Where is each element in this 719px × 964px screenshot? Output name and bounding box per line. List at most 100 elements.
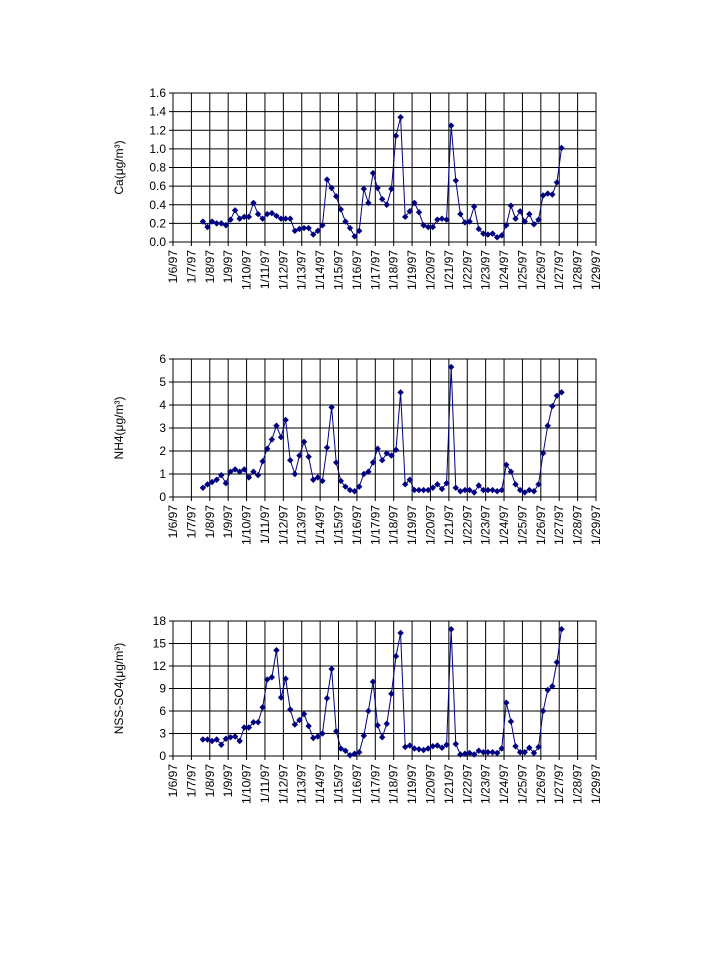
data-point [530, 749, 538, 757]
data-point [401, 481, 409, 488]
data-point [346, 486, 354, 494]
data-point [521, 489, 528, 496]
x-tick-label: 1/9/97 [221, 250, 235, 284]
data-point [227, 216, 234, 223]
x-tick-label: 1/15/97 [332, 505, 346, 545]
data-point [314, 227, 322, 235]
x-tick-label: 1/13/97 [295, 250, 309, 290]
data-point [512, 481, 519, 488]
data-point [277, 215, 285, 222]
data-point [250, 719, 257, 726]
data-point [342, 218, 349, 225]
data-point [291, 470, 299, 478]
data-point [323, 176, 331, 183]
data-point [507, 718, 515, 725]
x-tick-label: 1/14/97 [313, 764, 327, 804]
data-point [282, 675, 289, 682]
y-tick-label: 1.0 [149, 142, 166, 156]
data-point [512, 743, 519, 750]
data-point [296, 452, 303, 459]
y-tick-label: 4 [159, 398, 166, 412]
data-point [553, 179, 561, 186]
data-point [383, 201, 390, 208]
y-tick-label: 0.2 [149, 216, 166, 230]
data-point [452, 740, 459, 748]
data-point [493, 749, 501, 757]
x-tick-label: 1/8/97 [203, 505, 217, 539]
data-point [287, 706, 294, 713]
data-point [231, 207, 239, 214]
data-point [199, 218, 207, 225]
data-point [420, 222, 427, 229]
x-tick-label: 1/17/97 [368, 250, 382, 290]
data-point [365, 199, 372, 207]
plot-border [172, 620, 597, 757]
data-point [319, 730, 326, 737]
data-point [383, 720, 390, 727]
x-tick-label: 1/11/97 [258, 764, 272, 803]
data-point [512, 215, 519, 222]
data-point [549, 402, 556, 410]
x-tick-label: 1/18/97 [387, 764, 401, 804]
data-point [397, 629, 404, 637]
data-point [503, 699, 510, 706]
data-point [438, 744, 446, 751]
data-point [498, 232, 505, 239]
x-tick-label: 1/19/97 [405, 505, 419, 545]
data-point [480, 749, 487, 756]
x-tick-label: 1/17/97 [368, 505, 382, 545]
data-point [273, 212, 280, 220]
data-point [470, 751, 478, 758]
data-point [300, 438, 308, 445]
data-point [245, 213, 253, 221]
y-tick-label: 18 [153, 614, 167, 628]
x-tick-label: 1/21/97 [442, 250, 456, 290]
data-point [466, 218, 473, 225]
x-tick-label: 1/14/97 [313, 505, 327, 545]
data-point [452, 484, 459, 491]
data-point [544, 190, 551, 197]
x-tick-label: 1/28/97 [571, 505, 585, 545]
data-point [434, 742, 441, 749]
data-point [457, 210, 464, 218]
data-point [213, 220, 220, 227]
y-tick-label: 0.0 [149, 235, 166, 249]
data-point [392, 653, 400, 660]
data-point [452, 177, 459, 184]
data-point [305, 722, 312, 730]
data-point [259, 215, 266, 222]
data-point [457, 751, 464, 758]
data-point [434, 481, 441, 488]
y-tick-label: 6 [159, 352, 166, 366]
x-tick-label: 1/14/97 [313, 250, 327, 290]
data-point [535, 216, 542, 223]
data-point [379, 734, 386, 741]
data-point [218, 471, 225, 479]
data-point [314, 474, 322, 481]
data-point [461, 750, 469, 757]
data-point [369, 678, 377, 685]
data-point [208, 218, 216, 225]
data-point [480, 230, 487, 237]
data-point [526, 744, 533, 751]
data-point [305, 224, 312, 232]
x-tick-label: 1/12/97 [276, 764, 290, 804]
data-point [544, 686, 551, 694]
data-point [526, 486, 533, 494]
data-point [273, 422, 280, 429]
data-point [493, 234, 501, 241]
x-tick-label: 1/26/97 [534, 505, 548, 545]
data-point [241, 724, 248, 731]
data-point [539, 450, 547, 457]
data-point [342, 483, 349, 490]
data-point [406, 208, 413, 215]
data-point [521, 749, 528, 756]
data-point [466, 486, 473, 494]
data-point [544, 422, 551, 429]
data-point [268, 436, 276, 443]
data-point [287, 215, 294, 222]
data-point [457, 488, 464, 495]
x-tick-label: 1/27/97 [552, 505, 566, 545]
data-point [282, 416, 289, 424]
